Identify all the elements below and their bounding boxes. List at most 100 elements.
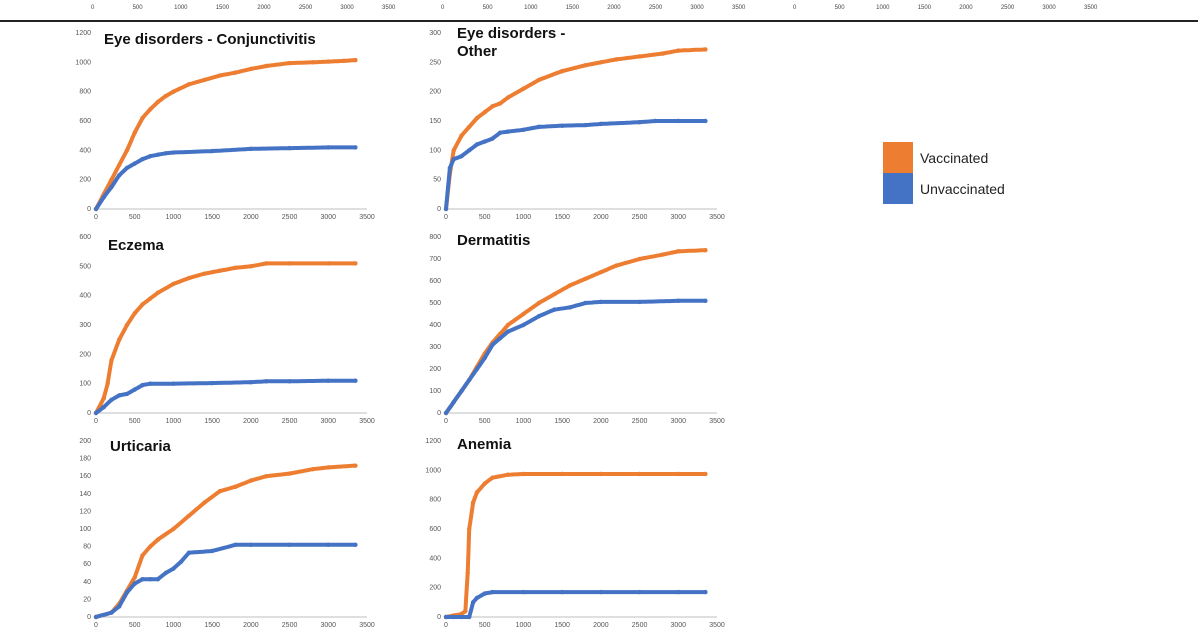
chart-panel-4: 0 20 40 60 80 100 120 140 160 180 200 0 500 1000 1500 2… — [60, 436, 405, 631]
data-point — [148, 576, 153, 582]
data-point — [186, 275, 192, 281]
data-point — [583, 276, 588, 281]
data-point — [703, 471, 708, 477]
x-tick-label: 1500 — [554, 214, 570, 221]
x-tick-label: 2000 — [593, 214, 609, 221]
data-point — [676, 589, 681, 595]
y-tick-label: 80 — [83, 544, 91, 551]
data-point — [202, 500, 207, 505]
data-point — [124, 165, 130, 171]
data-point — [264, 261, 269, 266]
data-point — [451, 148, 456, 153]
data-point — [148, 107, 153, 112]
data-point — [703, 248, 708, 253]
chart-svg: 0 200 400 600 800 1000 1200 0 500 1000 1500 2000 250… — [425, 438, 724, 629]
data-point — [614, 263, 619, 268]
chart-title: Eye disorders - Other — [457, 25, 566, 60]
data-point — [465, 570, 470, 576]
x-tick-label: 1000 — [166, 622, 182, 629]
top-left-tick: 2500 — [298, 5, 313, 11]
data-point — [521, 589, 526, 595]
data-point — [326, 59, 331, 64]
y-tick-label: 0 — [437, 614, 441, 621]
legend-swatch-vaccinated — [883, 142, 913, 173]
y-tick-label: 300 — [79, 322, 91, 329]
data-point — [521, 311, 526, 317]
data-point — [202, 271, 207, 276]
data-point — [467, 614, 472, 620]
data-point — [171, 281, 176, 287]
x-tick-label: 500 — [129, 418, 141, 425]
data-point — [598, 299, 604, 305]
data-point — [353, 542, 358, 548]
series-line-unvaccinated — [94, 542, 358, 619]
data-point — [233, 542, 238, 548]
data-point — [474, 115, 480, 121]
y-tick-label: 700 — [429, 256, 441, 263]
top-right-tick: 3500 — [1084, 5, 1098, 11]
data-point — [353, 378, 358, 383]
data-point — [353, 261, 358, 266]
y-tick-label: 1200 — [425, 438, 441, 445]
data-point — [148, 544, 153, 549]
data-point — [117, 162, 122, 168]
series-unvaccinated — [443, 118, 708, 212]
y-tick-label: 600 — [429, 526, 441, 533]
y-tick-label: 40 — [83, 579, 91, 586]
series-line-vaccinated — [444, 47, 708, 211]
data-point — [148, 154, 153, 159]
x-tick-label: 3500 — [359, 622, 375, 629]
top-mid-tick: 3000 — [690, 5, 704, 11]
y-tick-label: 150 — [429, 118, 441, 125]
data-point — [264, 63, 269, 69]
data-point — [676, 48, 681, 53]
top-mid-tick: 1000 — [524, 5, 538, 11]
x-tick-label: 1500 — [204, 418, 220, 425]
top-right-tick: 1500 — [917, 5, 932, 11]
data-point — [171, 566, 176, 571]
x-tick-label: 1000 — [516, 622, 532, 629]
data-point — [132, 161, 137, 166]
series-line-unvaccinated — [444, 119, 708, 211]
y-tick-label: 300 — [429, 30, 441, 37]
x-tick-label: 1000 — [166, 214, 182, 221]
x-tick-label: 0 — [444, 622, 448, 629]
data-point — [93, 614, 99, 620]
y-tick-label: 0 — [87, 410, 91, 417]
data-point — [652, 118, 658, 124]
data-point — [310, 466, 315, 472]
data-point — [163, 93, 168, 99]
data-point — [521, 322, 526, 328]
data-point — [117, 337, 122, 342]
data-point — [490, 136, 495, 141]
x-tick-label: 1500 — [554, 622, 570, 629]
data-point — [186, 550, 192, 555]
chart-panel-3: 0 100 200 300 400 500 600 700 800 0 500 1000 1500 200… — [410, 232, 755, 427]
data-point — [248, 380, 254, 385]
data-point — [140, 382, 145, 388]
data-point — [474, 490, 480, 495]
data-point — [233, 70, 238, 75]
y-tick-label: 400 — [429, 555, 441, 562]
top-mid-tick: 500 — [482, 5, 493, 11]
data-point — [217, 268, 223, 273]
data-point — [248, 264, 254, 269]
series-line-unvaccinated — [444, 590, 708, 619]
data-point — [505, 329, 511, 334]
data-point — [233, 484, 238, 489]
chart-title: Dermatitis — [457, 232, 531, 249]
data-point — [287, 261, 292, 266]
y-tick-label: 800 — [429, 234, 441, 241]
data-point — [470, 500, 476, 505]
x-tick-label: 0 — [94, 214, 98, 221]
y-tick-label: 800 — [79, 89, 91, 96]
data-point — [101, 195, 106, 200]
y-tick-label: 500 — [429, 300, 441, 307]
chart-panel-1: 0 50 100 150 200 250 300 0 500 1000 1500 2000 2500 30… — [410, 25, 755, 223]
x-tick-label: 2500 — [282, 622, 298, 629]
y-tick-label: 200 — [79, 438, 91, 445]
data-point — [552, 307, 557, 312]
data-point — [132, 581, 137, 586]
x-tick-label: 0 — [444, 214, 448, 221]
data-point — [447, 165, 453, 171]
